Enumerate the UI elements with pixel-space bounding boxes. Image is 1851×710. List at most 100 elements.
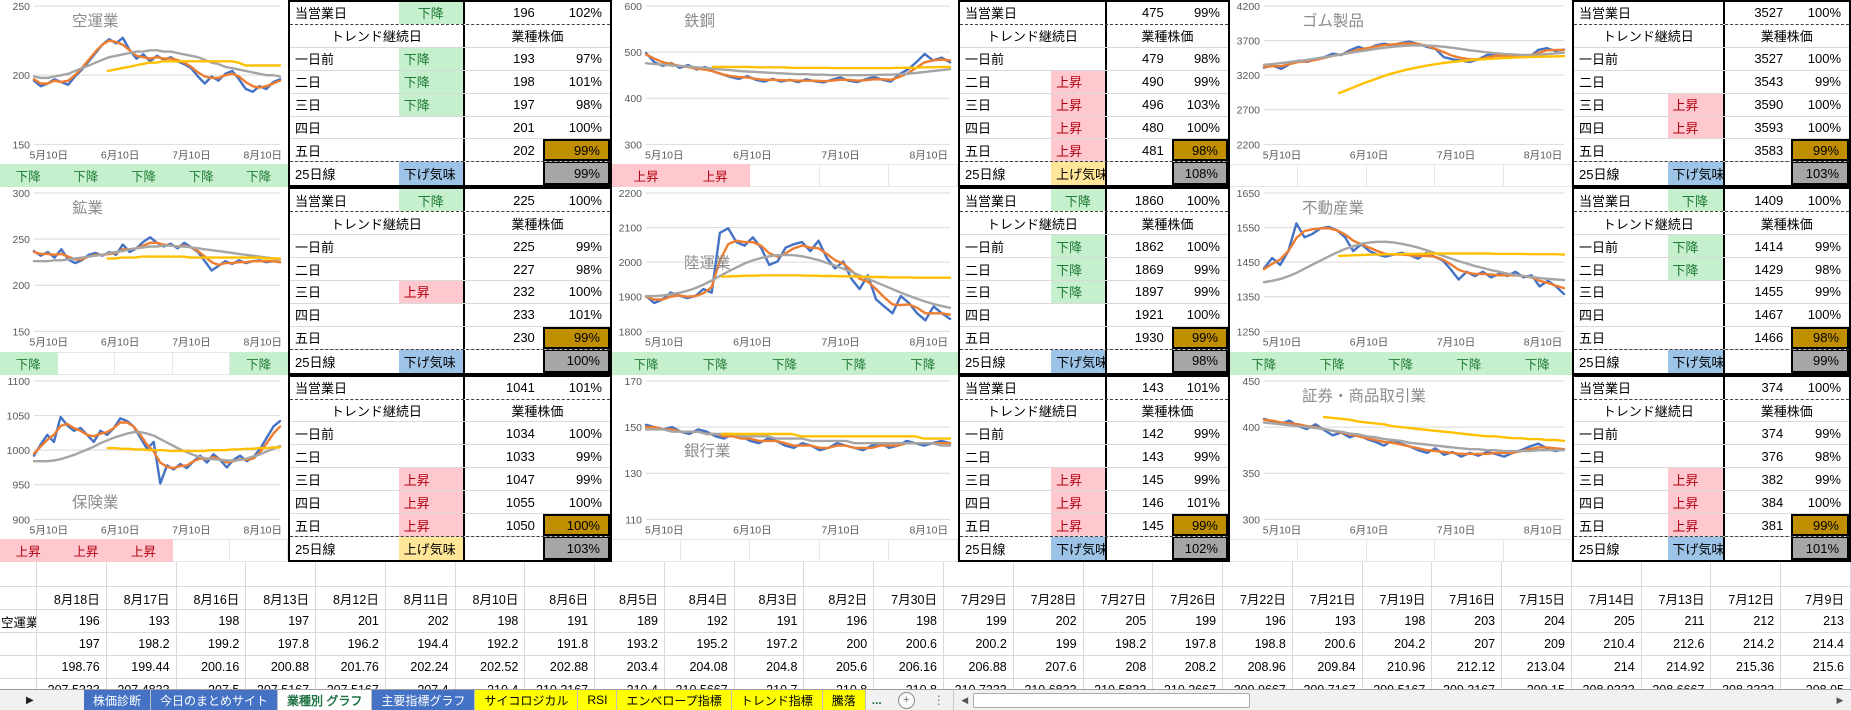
day-label-cell[interactable]: 二日: [295, 262, 322, 278]
trend-cell[interactable]: 上昇: [1051, 139, 1105, 162]
value-cell[interactable]: 193: [462, 47, 543, 70]
trend-strip-cell[interactable]: 下降: [172, 164, 231, 188]
sheet-cell[interactable]: 191: [734, 610, 805, 633]
trend-strip-cell[interactable]: [612, 538, 682, 562]
ma25-value-cell[interactable]: [1104, 162, 1172, 186]
trend-cell[interactable]: [1668, 304, 1723, 326]
trend-strip-cell[interactable]: [1503, 164, 1572, 188]
pct-cell[interactable]: 99%: [1193, 471, 1220, 487]
row-label-cell[interactable]: 空運業: [0, 610, 37, 633]
sheet-cell[interactable]: 207: [1432, 633, 1503, 656]
sheet-cell[interactable]: [525, 562, 596, 587]
day-label-cell[interactable]: 二日: [295, 449, 322, 465]
horizontal-scrollbar[interactable]: ◀ ▶: [952, 690, 1851, 710]
trend-strip-cell[interactable]: [1298, 164, 1367, 188]
sheet-cell[interactable]: 193: [106, 610, 177, 633]
date-header-cell[interactable]: 7月29日: [944, 587, 1014, 610]
trend-strip-cell[interactable]: [750, 164, 820, 188]
date-header-cell[interactable]: 7月19日: [1362, 587, 1433, 610]
pct-cell[interactable]: 99%: [1814, 238, 1841, 254]
value-cell[interactable]: 1930: [1104, 326, 1172, 349]
value-cell[interactable]: 490: [1104, 70, 1172, 93]
value-cell[interactable]: 146: [1104, 491, 1172, 514]
current-day-label[interactable]: 当営業日: [1579, 193, 1632, 209]
pct-cell[interactable]: 99%: [1193, 261, 1220, 277]
pct-cell[interactable]: 100%: [568, 494, 602, 510]
trend-cell[interactable]: 下降: [1051, 280, 1105, 303]
tab-scroll-arrow-icon[interactable]: ▶: [26, 694, 34, 706]
date-header-cell[interactable]: 7月26日: [1153, 587, 1224, 610]
scroll-right-arrow-icon[interactable]: ▶: [1836, 694, 1844, 705]
trend-cell[interactable]: [399, 304, 463, 326]
ma25-pct-cell[interactable]: 101%: [1791, 537, 1849, 560]
ma25-trend-cell[interactable]: 下げ気味: [1667, 162, 1723, 186]
day-label-cell[interactable]: 三日: [965, 472, 992, 488]
chart-real-estate[interactable]: 1650 1550 1450 1350 1250 5月10日 6月10日 7月10日 8月10日…: [1230, 187, 1572, 352]
sheet-cell[interactable]: 214: [1571, 656, 1642, 679]
value-cell[interactable]: 1455: [1722, 280, 1792, 303]
trend-cell[interactable]: [399, 139, 463, 161]
trend-cell[interactable]: [1051, 48, 1105, 70]
day-label-cell[interactable]: 二日: [1579, 75, 1606, 91]
sheet-cell[interactable]: 214.2: [1711, 633, 1782, 656]
chart-steel[interactable]: 600 500 400 300 5月10日 6月10日 7月10日 8月10日 鉄鋼: [612, 0, 958, 165]
sheet-cell[interactable]: 200.16: [176, 656, 247, 679]
ma25-value-cell[interactable]: [1722, 162, 1792, 186]
date-header-cell[interactable]: 8月3日: [734, 587, 805, 610]
pct-cell[interactable]: 99%: [1171, 514, 1228, 537]
day-label-cell[interactable]: 三日: [1579, 472, 1606, 488]
sheet-cell[interactable]: 213.04: [1502, 656, 1572, 679]
value-cell[interactable]: 3527: [1722, 47, 1792, 70]
value-cell[interactable]: 142: [1104, 422, 1172, 445]
ma25-trend-cell[interactable]: 下げ気味: [1051, 349, 1105, 373]
value-cell[interactable]: 1034: [462, 422, 543, 445]
trend-cell[interactable]: [1668, 327, 1723, 349]
current-day-trend-cell[interactable]: [1668, 377, 1723, 399]
value-cell[interactable]: 198: [462, 70, 543, 93]
sheet-cell[interactable]: 202.24: [385, 656, 456, 679]
trend-strip-cell[interactable]: [750, 538, 820, 562]
value-cell[interactable]: 1467: [1722, 303, 1792, 326]
sheet-cell[interactable]: 199.2: [176, 633, 247, 656]
trend-strip-cell[interactable]: 下降: [1230, 351, 1299, 375]
day-label-cell[interactable]: 二日: [1579, 262, 1606, 278]
sheet-cell[interactable]: [385, 562, 456, 587]
date-header-cell[interactable]: 7月28日: [1013, 587, 1084, 610]
trend-strip-cell[interactable]: [888, 538, 958, 562]
ma25-pct-cell[interactable]: 108%: [1171, 162, 1228, 186]
pct-cell[interactable]: 99%: [575, 448, 602, 464]
chart-mining[interactable]: 300 250 200 150 5月10日 6月10日 7月10日 8月10日 鉱業: [0, 187, 288, 352]
trend-cell[interactable]: 下降: [398, 93, 463, 116]
pct-cell[interactable]: 98%: [1814, 448, 1841, 464]
ma25-value-cell[interactable]: [1104, 349, 1172, 373]
current-day-value-cell[interactable]: 196: [462, 2, 543, 24]
trend-strip-cell[interactable]: [1366, 538, 1436, 562]
day-label-cell[interactable]: 五日: [295, 331, 322, 347]
trend-strip-cell[interactable]: [888, 164, 958, 188]
day-label-cell[interactable]: 二日: [965, 75, 992, 91]
trend-cell[interactable]: 上昇: [398, 280, 463, 303]
value-cell[interactable]: 227: [462, 258, 543, 280]
sheet-cell[interactable]: 215.6: [1781, 656, 1851, 679]
sheet-cell[interactable]: [1571, 562, 1642, 587]
day-label-cell[interactable]: 二日: [965, 449, 992, 465]
trend-strip-cell[interactable]: 下降: [1298, 351, 1367, 375]
ma25-label-cell[interactable]: 25日線: [295, 167, 336, 183]
trend-strip-cell[interactable]: 下降: [1503, 351, 1572, 375]
trend-strip-cell[interactable]: [1230, 538, 1299, 562]
scroll-left-arrow-icon[interactable]: ◀: [961, 694, 969, 705]
trend-cell[interactable]: 上昇: [1051, 468, 1105, 491]
sheet-cell[interactable]: 196: [37, 610, 107, 633]
ma25-label-cell[interactable]: 25日線: [295, 542, 336, 558]
trend-strip-cell[interactable]: [115, 351, 173, 375]
sheet-cell[interactable]: [1292, 562, 1363, 587]
sheet-cell[interactable]: 204.08: [664, 656, 735, 679]
h-scroll-thumb[interactable]: [972, 692, 1250, 708]
chart-insurance[interactable]: 1100 1050 1000 950 900 5月10日 6月10日 7月10日 8月10日 保険…: [0, 374, 288, 539]
current-day-pct-cell[interactable]: 101%: [568, 380, 602, 396]
trend-strip-cell[interactable]: [1435, 164, 1504, 188]
trend-strip-cell[interactable]: 下降: [750, 351, 820, 375]
day-label-cell[interactable]: 二日: [1579, 449, 1606, 465]
date-header-cell[interactable]: 7月27日: [1083, 587, 1154, 610]
date-header-cell[interactable]: 7月14日: [1571, 587, 1642, 610]
